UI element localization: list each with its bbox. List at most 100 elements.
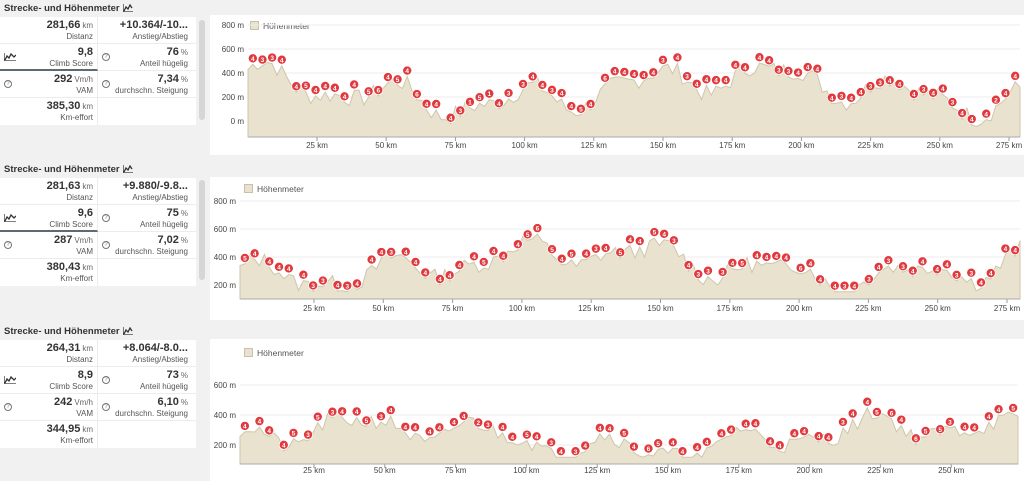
- climb-marker[interactable]: 4: [812, 63, 823, 74]
- climb-marker[interactable]: 4: [497, 421, 508, 432]
- climb-marker[interactable]: 4: [1010, 245, 1021, 256]
- climb-marker[interactable]: 3: [657, 54, 668, 65]
- climb-marker[interactable]: 4: [410, 422, 421, 433]
- climb-marker[interactable]: 3: [702, 265, 713, 276]
- climb-marker[interactable]: 5: [653, 438, 664, 449]
- climb-marker[interactable]: 4: [507, 431, 518, 442]
- scrollbar[interactable]: [199, 180, 205, 280]
- climb-marker[interactable]: 3: [918, 84, 929, 95]
- climb-marker[interactable]: 5: [363, 86, 374, 97]
- climb-marker[interactable]: 4: [993, 404, 1004, 415]
- climb-marker[interactable]: 4: [781, 252, 792, 263]
- climb-score-tab[interactable]: 9,6 Climb Score: [0, 205, 98, 232]
- climb-marker[interactable]: 3: [570, 446, 581, 457]
- help-icon[interactable]: ?: [102, 241, 110, 249]
- climb-marker[interactable]: 3: [503, 87, 514, 98]
- climb-marker[interactable]: 4: [434, 273, 445, 284]
- help-icon[interactable]: ?: [102, 80, 110, 88]
- climb-marker[interactable]: 4: [264, 425, 275, 436]
- climb-marker[interactable]: 4: [402, 65, 413, 76]
- climb-marker[interactable]: 6: [600, 72, 611, 83]
- climb-marker[interactable]: 3: [455, 105, 466, 116]
- climb-marker[interactable]: 4: [337, 406, 348, 417]
- climb-marker[interactable]: 4: [754, 52, 765, 63]
- climb-marker[interactable]: 3: [951, 269, 962, 280]
- climb-marker[interactable]: 6: [373, 85, 384, 96]
- climb-marker[interactable]: 3: [668, 235, 679, 246]
- climb-marker[interactable]: 4: [488, 245, 499, 256]
- climb-marker[interactable]: 4: [683, 260, 694, 271]
- climb-marker[interactable]: 4: [648, 67, 659, 78]
- climb-marker[interactable]: 4: [826, 92, 837, 103]
- climb-marker[interactable]: 4: [431, 98, 442, 109]
- climb-marker[interactable]: 4: [789, 428, 800, 439]
- climb-marker[interactable]: 4: [581, 248, 592, 259]
- climb-marker[interactable]: 4: [421, 98, 432, 109]
- climb-marker[interactable]: 4: [941, 259, 952, 270]
- climb-marker[interactable]: 4: [239, 420, 250, 431]
- climb-marker[interactable]: 4: [247, 53, 258, 64]
- climb-marker[interactable]: 4: [969, 422, 980, 433]
- chart-legend[interactable]: Höhenmeter: [244, 348, 304, 358]
- climb-marker[interactable]: 5: [521, 429, 532, 440]
- climb-marker[interactable]: 4: [276, 54, 287, 65]
- help-icon[interactable]: ?: [102, 403, 110, 411]
- climb-marker[interactable]: 3: [783, 65, 794, 76]
- climb-marker[interactable]: 4: [739, 62, 750, 73]
- climb-marker[interactable]: 4: [555, 446, 566, 457]
- climb-marker[interactable]: 3: [717, 266, 728, 277]
- climb-marker[interactable]: 3: [966, 267, 977, 278]
- climb-marker[interactable]: 4: [908, 88, 919, 99]
- climb-marker[interactable]: 4: [805, 258, 816, 269]
- climb-marker[interactable]: 4: [351, 278, 362, 289]
- climb-marker[interactable]: 5: [474, 92, 485, 103]
- climb-marker[interactable]: 4: [862, 396, 873, 407]
- climb-marker[interactable]: 4: [444, 270, 455, 281]
- climb-marker[interactable]: 3: [546, 437, 557, 448]
- climb-marker[interactable]: 5: [1008, 402, 1019, 413]
- climb-marker[interactable]: 4: [896, 414, 907, 425]
- climb-marker[interactable]: 4: [332, 280, 343, 291]
- climb-marker[interactable]: 4: [966, 114, 977, 125]
- climb-marker[interactable]: 2: [990, 94, 1001, 105]
- climb-marker[interactable]: 4: [366, 254, 377, 265]
- climb-marker[interactable]: 3: [883, 255, 894, 266]
- climb-marker[interactable]: 4: [619, 66, 630, 77]
- climb-marker[interactable]: 5: [615, 247, 626, 258]
- climb-marker[interactable]: 5: [361, 415, 372, 426]
- climb-marker[interactable]: 5: [288, 427, 299, 438]
- climb-marker[interactable]: 3: [682, 71, 693, 82]
- climb-marker[interactable]: 4: [976, 277, 987, 288]
- scrollbar[interactable]: [199, 20, 205, 120]
- climb-marker[interactable]: 4: [454, 259, 465, 270]
- climb-marker[interactable]: 4: [283, 263, 294, 274]
- climb-marker[interactable]: 5: [312, 411, 323, 422]
- climb-marker[interactable]: 3: [482, 419, 493, 430]
- climb-marker[interactable]: 3: [837, 416, 848, 427]
- climb-marker[interactable]: 4: [727, 257, 738, 268]
- climb-marker[interactable]: 5: [392, 74, 403, 85]
- climb-marker[interactable]: 4: [692, 442, 703, 453]
- climb-marker[interactable]: 4: [751, 250, 762, 261]
- climb-marker[interactable]: 4: [339, 91, 350, 102]
- climb-marker[interactable]: 4: [400, 421, 411, 432]
- climb-marker[interactable]: 4: [604, 423, 615, 434]
- climb-marker[interactable]: 4: [594, 422, 605, 433]
- climb-marker[interactable]: 4: [376, 247, 387, 258]
- climb-marker[interactable]: 4: [556, 253, 567, 264]
- climb-marker[interactable]: 4: [932, 264, 943, 275]
- climb-marker[interactable]: 4: [638, 70, 649, 81]
- climb-marker[interactable]: 4: [628, 441, 639, 452]
- climb-marker[interactable]: 4: [351, 406, 362, 417]
- climb-marker[interactable]: 4: [434, 422, 445, 433]
- climb-marker[interactable]: 4: [983, 411, 994, 422]
- climb-marker[interactable]: 5: [522, 229, 533, 240]
- climb-marker[interactable]: 4: [691, 78, 702, 89]
- climb-marker[interactable]: 4: [981, 108, 992, 119]
- climb-marker[interactable]: 4: [849, 280, 860, 291]
- climb-marker[interactable]: 4: [249, 248, 260, 259]
- climb-marker[interactable]: 4: [957, 108, 968, 119]
- climb-marker[interactable]: 5: [566, 248, 577, 259]
- climb-marker[interactable]: 5: [619, 427, 630, 438]
- climb-marker[interactable]: 3: [376, 411, 387, 422]
